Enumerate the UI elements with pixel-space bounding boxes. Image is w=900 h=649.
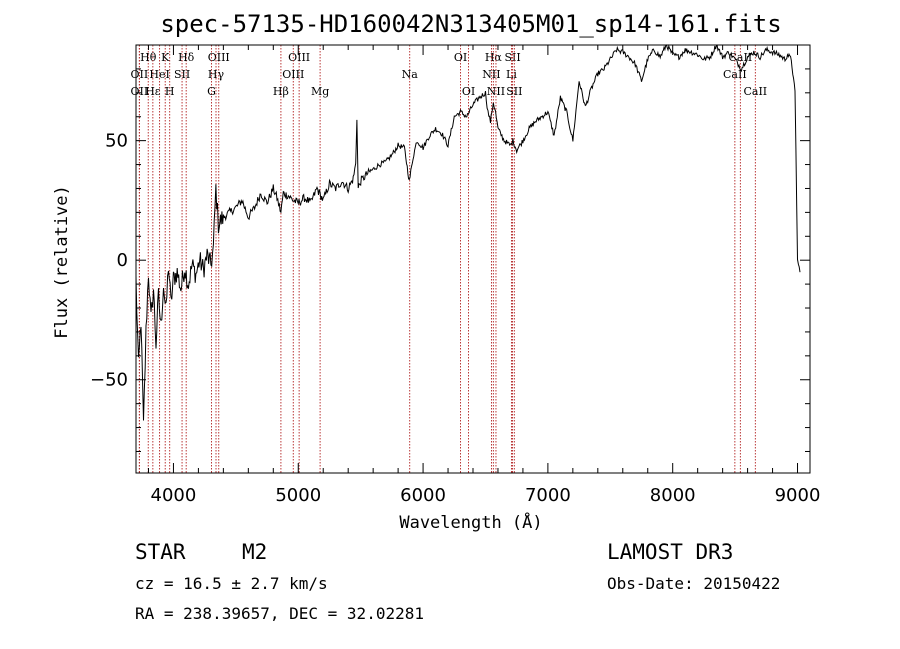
spectral-line-label: OIII <box>208 51 230 64</box>
spectral-line-label: HeI <box>149 68 169 81</box>
spectral-line-label: Li <box>506 68 517 81</box>
spectrum-line <box>135 44 801 421</box>
y-tick-label: 50 <box>105 131 128 152</box>
spectral-line-label: NII <box>482 68 500 81</box>
spectral-line-label: CaII <box>743 85 767 98</box>
survey-name: LAMOST DR3 <box>607 540 734 564</box>
y-tick-label: −50 <box>90 370 128 391</box>
plot-frame <box>135 44 811 474</box>
coordinates: RA = 238.39657, DEC = 32.02281 <box>135 604 424 623</box>
spectral-line-label: Hδ <box>178 51 195 64</box>
x-tick-label: 7000 <box>525 485 571 506</box>
spectral-line-label: Na <box>402 68 419 81</box>
spectral-line-label: OI <box>454 51 467 64</box>
x-tick-label: 6000 <box>400 485 446 506</box>
x-axis-label: Wavelength (Å) <box>399 511 542 533</box>
spectral-line-label: Mg <box>311 85 329 98</box>
spectral-line-label: OII <box>131 68 149 81</box>
spectral-line-label: K <box>161 51 170 64</box>
spectral-line-label: SII <box>174 68 190 81</box>
y-axis-label: Flux (relative) <box>52 185 72 339</box>
observation-date: Obs-Date: 20150422 <box>607 574 781 593</box>
object-class: STAR <box>135 540 186 564</box>
x-tick-label: 9000 <box>775 485 821 506</box>
spectral-line-label: Hθ <box>140 51 157 64</box>
spectral-line-label: Hε <box>145 85 161 98</box>
spectral-line-label: Hγ <box>208 68 225 81</box>
y-tick-label: 0 <box>117 250 128 271</box>
spectral-line-label: Hβ <box>273 85 289 98</box>
redshift-cz: cz = 16.5 ± 2.7 km/s <box>135 574 328 593</box>
spectral-line-label: Hα <box>485 51 503 64</box>
spectral-line-label: G <box>207 85 216 98</box>
spectral-line-label: SII <box>506 85 522 98</box>
spectral-line-label: NII <box>487 85 505 98</box>
spectral-line-label: OII <box>131 85 149 98</box>
x-tick-label: 5000 <box>275 485 321 506</box>
spectral-line-label: OIII <box>282 68 304 81</box>
spectral-line-label: CaII <box>723 68 747 81</box>
x-tick-label: 4000 <box>151 485 197 506</box>
chart-title: spec-57135-HD160042N313405M01_sp14-161.f… <box>160 10 781 38</box>
x-tick-label: 8000 <box>650 485 696 506</box>
spectral-line-label: SII <box>504 51 520 64</box>
object-subclass: M2 <box>242 540 268 564</box>
spectral-line-label: H <box>165 85 175 98</box>
spectral-line-label: OI <box>462 85 475 98</box>
spectral-line-label: OIII <box>288 51 310 64</box>
